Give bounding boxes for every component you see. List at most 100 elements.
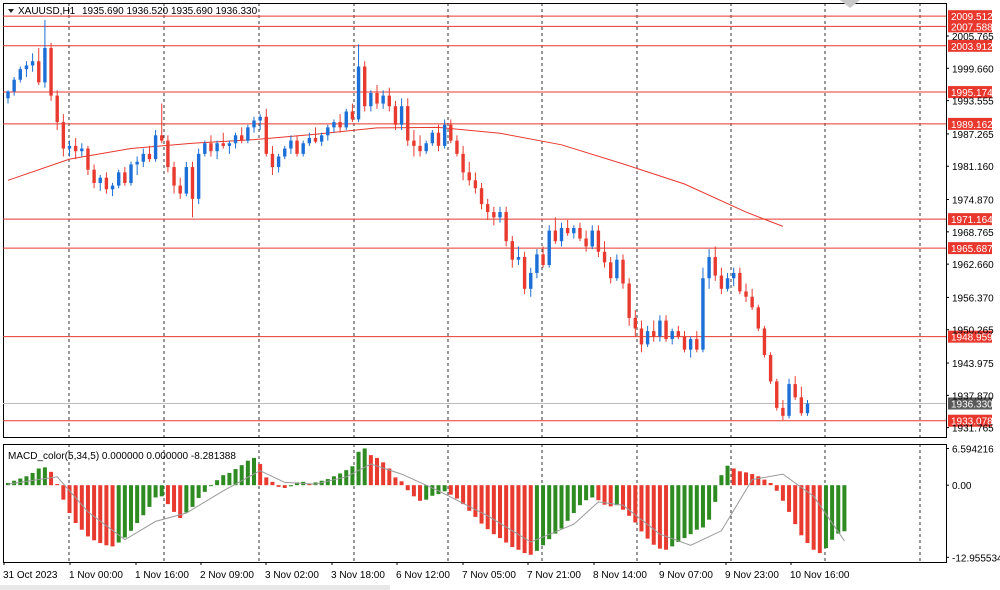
candle [553, 217, 558, 244]
candle [584, 230, 588, 252]
candle-body [209, 143, 213, 152]
macd-bar [559, 485, 564, 529]
candle [406, 98, 410, 146]
macd-bar [657, 485, 662, 549]
macd-bar [473, 485, 478, 517]
candle-body [172, 167, 176, 186]
candle [209, 135, 213, 157]
macd-bar [731, 468, 736, 486]
macd-bar [221, 475, 226, 486]
macd-bar [553, 485, 558, 534]
time-tick-label: 8 Nov 14:00 [593, 570, 647, 581]
macd-bar [424, 485, 429, 500]
candle [381, 90, 385, 109]
candle-body [479, 188, 484, 205]
candle-body [473, 180, 478, 189]
main-panel-frame [3, 3, 947, 438]
macd-bar [793, 485, 798, 525]
macd-bar [178, 485, 183, 519]
macd-bar [98, 485, 103, 544]
candle-body [424, 143, 428, 152]
candle-body [799, 397, 804, 414]
candle-body [609, 262, 613, 279]
candle [701, 267, 705, 353]
candle-body [160, 135, 164, 141]
candle-body [621, 259, 625, 284]
candle-body [73, 145, 78, 152]
level-label-box [948, 39, 992, 52]
time-tick-label: 9 Nov 23:00 [725, 570, 779, 581]
candle-body [553, 230, 558, 242]
macd-bar [836, 485, 841, 534]
candle [246, 124, 250, 144]
macd-bar [688, 485, 693, 535]
candle [615, 254, 619, 281]
macd-bar [165, 485, 170, 505]
candle [55, 90, 59, 131]
header-dropdown-icon[interactable] [8, 9, 14, 13]
candle [473, 172, 478, 194]
candle [43, 19, 47, 88]
candles-group [6, 19, 810, 421]
macd-bar [737, 471, 742, 486]
macd-bar [276, 485, 281, 487]
macd-tick-label: 0.00 [952, 481, 972, 492]
macd-bar [633, 485, 638, 523]
candle-body [258, 116, 262, 121]
candle-body [658, 320, 662, 337]
candle [565, 220, 570, 236]
candle-body [117, 172, 121, 186]
candle-body [775, 381, 779, 408]
scroll-indicator[interactable] [0, 585, 390, 590]
candle [529, 267, 533, 297]
macd-bar [621, 485, 625, 510]
candle-body [676, 331, 681, 337]
candle-body [627, 283, 631, 318]
time-tick-label: 2 Nov 09:00 [200, 570, 254, 581]
candle-body [196, 153, 201, 199]
candle [602, 241, 607, 268]
candle [92, 164, 96, 189]
candle-body [670, 331, 674, 340]
macd-bar [252, 457, 256, 486]
macd-bar [295, 482, 300, 486]
candle-body [578, 227, 582, 239]
candle-body [18, 69, 22, 80]
macd-bar [202, 485, 207, 492]
price-tick-label: 1981.160 [952, 162, 994, 173]
level-label: 2007.588 [951, 22, 993, 33]
candle [627, 278, 631, 326]
macd-bar [565, 485, 570, 521]
macd-bar [331, 476, 336, 486]
candle-body [738, 272, 742, 292]
candle [319, 132, 324, 146]
candle [756, 304, 760, 332]
candle-body [98, 177, 102, 183]
macd-bar [608, 485, 613, 507]
candle [713, 246, 717, 281]
candle [695, 331, 699, 353]
macd-bar [282, 485, 287, 488]
macd-bar [104, 485, 109, 546]
candle-body [332, 122, 336, 128]
price-axis: 2005.765 1999.660 1993.555 1987.265 1981.160… [946, 32, 994, 435]
candle-body [61, 122, 66, 149]
candle-body [344, 111, 348, 128]
candle [283, 145, 287, 160]
macd-bar [61, 485, 66, 500]
candle-body [572, 227, 576, 234]
ohlc-label: 1935.690 1936.520 1935.690 1936.330 [82, 6, 258, 17]
macd-bar [664, 485, 669, 550]
candle [449, 119, 453, 144]
candle-body [104, 177, 109, 190]
macd-bar [239, 465, 244, 486]
candle [682, 331, 687, 353]
macd-bar [227, 472, 232, 486]
macd-bar [147, 485, 152, 507]
candle [455, 135, 459, 157]
macd-bar [42, 467, 47, 486]
candle [535, 249, 539, 279]
one-click-arrow-icon[interactable] [840, 0, 860, 8]
